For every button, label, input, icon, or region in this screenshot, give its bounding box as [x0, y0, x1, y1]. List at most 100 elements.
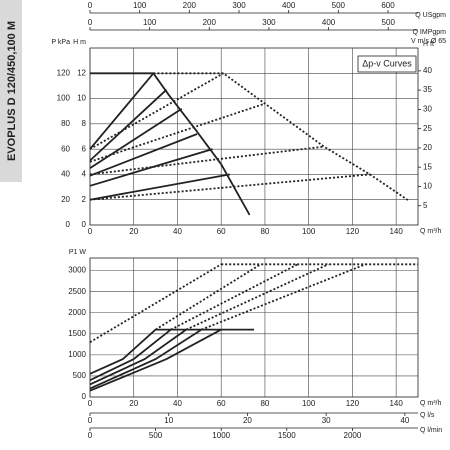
x-tick-label: 40 — [173, 227, 182, 236]
curve — [89, 107, 183, 169]
x-tick-label: 100 — [302, 227, 316, 236]
y-tick-label: 6 — [82, 144, 87, 153]
curve — [89, 102, 266, 163]
curve — [89, 328, 157, 375]
top-axis-tick-label: 0 — [88, 1, 93, 10]
bottom-axis-tick-label: 10 — [164, 416, 173, 425]
y-tick-label: 2500 — [68, 287, 86, 296]
y-tick-label: 12 — [77, 68, 86, 77]
curve — [89, 328, 222, 392]
top-axis-tick-label: 100 — [133, 1, 147, 10]
curve — [89, 328, 202, 390]
pressure-tick-label: 0 — [66, 220, 71, 229]
y-tick-label: 2000 — [68, 308, 86, 317]
y-tick-label: 0 — [82, 392, 87, 401]
y-tick-label: 2 — [82, 195, 87, 204]
bottom-axis-tick-label: 20 — [243, 416, 252, 425]
y2-tick-label: 5 — [423, 201, 428, 210]
curve — [89, 328, 172, 382]
x-tick-label: 100 — [302, 399, 316, 408]
pressure-tick-label: 40 — [61, 170, 70, 179]
top-axis-tick-label: 600 — [381, 1, 395, 10]
y-axis-label: P1 W — [69, 249, 87, 256]
curve — [89, 72, 155, 150]
legend-text: Δp-v Curves — [362, 58, 412, 68]
curve — [89, 89, 168, 162]
curve — [89, 328, 187, 386]
bottom-axis-tick-label: 0 — [88, 416, 93, 425]
y-axis-label: H m — [73, 39, 86, 46]
y-tick-label: 4 — [82, 170, 87, 179]
curve — [89, 173, 231, 201]
x-tick-label: 0 — [88, 399, 93, 408]
y2-tick-label: 15 — [423, 162, 432, 171]
curve — [170, 263, 299, 331]
velocity-label: V m/s Ø 65 — [411, 38, 446, 45]
bottom-axis-tick-label: 500 — [149, 431, 163, 440]
top-axis-tick-label: 200 — [203, 18, 217, 27]
x-tick-label: 140 — [389, 399, 403, 408]
curve — [155, 263, 262, 331]
pressure-tick-label: 20 — [61, 195, 70, 204]
curve — [89, 173, 370, 201]
curve — [89, 145, 325, 176]
x-tick-label: 40 — [173, 399, 182, 408]
x-tick-label: 120 — [346, 227, 360, 236]
top-axis-label: Q IMPgpm — [413, 29, 447, 36]
pressure-tick-label: 100 — [57, 94, 71, 103]
bottom-axis-tick-label: 40 — [400, 416, 409, 425]
bottom-axis-label: Q l/min — [420, 427, 442, 434]
bottom-axis-tick-label: 30 — [322, 416, 331, 425]
curve — [89, 72, 224, 150]
x-axis-label: Q m³/h — [420, 400, 441, 407]
y-tick-label: 8 — [82, 119, 87, 128]
x-tick-label: 20 — [129, 399, 138, 408]
bottom-axis-tick-label: 0 — [88, 431, 93, 440]
curve — [153, 72, 410, 202]
top-axis-label: Q USgpm — [415, 12, 446, 19]
x-tick-label: 60 — [217, 399, 226, 408]
y2-tick-label: 20 — [423, 143, 432, 152]
side-title: EVOPLUS D 120/450,100 M — [6, 21, 18, 161]
side-tab — [0, 0, 22, 182]
top-axis-tick-label: 0 — [88, 18, 93, 27]
y-tick-label: 0 — [82, 220, 87, 229]
top-axis-tick-label: 400 — [282, 1, 296, 10]
legend-box — [357, 55, 417, 73]
top-axis-tick-label: 100 — [143, 18, 157, 27]
bottom-axis-tick-label: 1000 — [212, 431, 230, 440]
pressure-axis-label: P kPa — [51, 39, 70, 46]
y-tick-label: 10 — [77, 94, 86, 103]
top-axis-tick-label: 400 — [322, 18, 336, 27]
top-axis-tick-label: 500 — [382, 18, 396, 27]
top-axis-tick-label: 200 — [183, 1, 197, 10]
y2-tick-label: 35 — [423, 85, 432, 94]
x-axis-label: Q m³/h — [420, 228, 441, 235]
x-tick-label: 80 — [260, 227, 269, 236]
y-tick-label: 1000 — [68, 350, 86, 359]
top-axis-tick-label: 300 — [262, 18, 276, 27]
curve — [201, 263, 366, 331]
y2-tick-label: 25 — [423, 124, 432, 133]
bottom-axis-tick-label: 1500 — [278, 431, 296, 440]
x-tick-label: 140 — [389, 227, 403, 236]
x-tick-label: 20 — [129, 227, 138, 236]
x-tick-label: 0 — [88, 227, 93, 236]
x-tick-label: 60 — [217, 227, 226, 236]
top-axis-tick-label: 300 — [232, 1, 246, 10]
bottom-axis-label: Q l/s — [420, 412, 435, 419]
x-tick-label: 80 — [260, 399, 269, 408]
pressure-tick-label: 120 — [57, 68, 71, 77]
pressure-tick-label: 80 — [61, 119, 70, 128]
y-tick-label: 500 — [73, 371, 87, 380]
y-tick-label: 1500 — [68, 329, 86, 338]
y2-tick-label: 40 — [423, 66, 432, 75]
bottom-axis-tick-label: 2000 — [344, 431, 362, 440]
curve — [90, 72, 251, 216]
pressure-tick-label: 60 — [61, 144, 70, 153]
x-tick-label: 120 — [346, 399, 360, 408]
y2-tick-label: 30 — [423, 104, 432, 113]
curve — [89, 133, 198, 177]
y2-tick-label: 10 — [423, 182, 432, 191]
